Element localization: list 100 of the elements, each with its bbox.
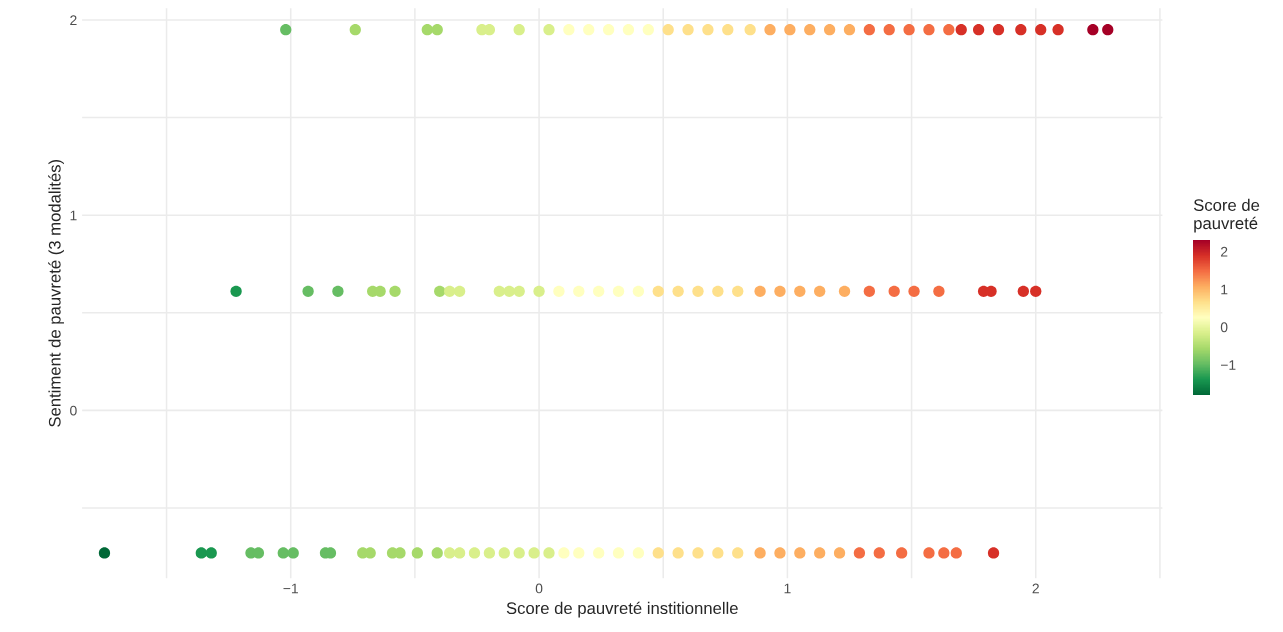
point	[503, 285, 515, 297]
point	[602, 24, 615, 36]
point	[682, 24, 694, 36]
point	[754, 285, 766, 297]
point	[853, 547, 866, 559]
point	[744, 24, 756, 36]
point	[863, 24, 875, 36]
point	[764, 24, 776, 36]
point	[632, 285, 645, 297]
point	[873, 547, 885, 559]
point	[632, 547, 645, 559]
point	[712, 285, 724, 297]
point	[863, 285, 875, 297]
point	[1102, 24, 1114, 36]
point	[498, 547, 510, 559]
point	[622, 24, 635, 36]
point	[784, 24, 796, 36]
point	[908, 285, 920, 297]
point	[955, 24, 967, 36]
point	[528, 547, 540, 559]
point	[814, 285, 826, 297]
point	[903, 24, 915, 36]
point	[277, 547, 289, 559]
point	[558, 547, 570, 559]
point	[672, 547, 684, 559]
point	[543, 547, 555, 559]
color-bar-label: 2	[1220, 246, 1228, 257]
point	[513, 285, 525, 297]
point	[823, 24, 836, 36]
y-tick-label: 1	[70, 210, 77, 221]
point	[280, 24, 292, 36]
point	[593, 547, 605, 559]
point	[992, 24, 1005, 36]
point	[794, 285, 806, 297]
point	[583, 24, 595, 36]
point	[888, 285, 900, 297]
point	[302, 285, 314, 297]
point	[287, 547, 299, 559]
point	[1035, 24, 1047, 36]
point	[672, 285, 684, 297]
point	[593, 285, 605, 297]
point	[513, 547, 525, 559]
point	[833, 547, 846, 559]
point	[444, 547, 456, 559]
point	[468, 547, 481, 559]
x-tick-label: 0	[535, 583, 543, 594]
x-axis-title: Score de pauvreté institionnelle	[506, 601, 738, 618]
point	[950, 547, 962, 559]
color-bar-title: Score de pauvreté	[1193, 198, 1260, 233]
point	[883, 24, 895, 36]
point	[814, 547, 826, 559]
point	[774, 547, 786, 559]
point	[838, 285, 851, 297]
point	[493, 285, 505, 297]
point	[533, 285, 545, 297]
point	[563, 24, 575, 36]
point	[712, 547, 724, 559]
point	[230, 285, 242, 297]
point	[754, 547, 766, 559]
point	[349, 24, 361, 36]
point	[722, 24, 734, 36]
point	[933, 285, 945, 297]
point	[774, 285, 786, 297]
point	[612, 285, 625, 297]
point	[453, 547, 466, 559]
point	[1052, 24, 1064, 36]
color-bar-label: −1	[1220, 360, 1236, 370]
color-bar-label: 1	[1221, 284, 1228, 295]
point	[1015, 24, 1027, 36]
point	[431, 547, 443, 559]
point	[411, 547, 424, 559]
point	[692, 285, 704, 297]
point	[732, 285, 744, 297]
point	[692, 547, 704, 559]
point	[938, 547, 950, 559]
point	[195, 547, 207, 559]
point	[923, 24, 935, 36]
point	[205, 547, 217, 559]
point	[794, 547, 806, 559]
point	[972, 24, 985, 36]
y-tick-label: 0	[70, 405, 77, 416]
point	[923, 547, 935, 559]
point	[453, 285, 466, 297]
point	[421, 24, 433, 36]
point	[843, 24, 856, 36]
x-tick-label: −1	[283, 583, 298, 594]
point	[444, 285, 456, 297]
point	[389, 285, 401, 297]
point	[732, 547, 744, 559]
point	[896, 547, 908, 559]
y-tick-label: 2	[70, 15, 77, 25]
point	[1087, 24, 1099, 36]
point	[483, 547, 496, 559]
point	[431, 24, 443, 36]
point	[652, 285, 664, 297]
x-tick-label: 2	[1032, 583, 1039, 594]
point	[662, 24, 674, 36]
point	[434, 285, 446, 297]
point	[573, 285, 585, 297]
point	[98, 547, 111, 559]
